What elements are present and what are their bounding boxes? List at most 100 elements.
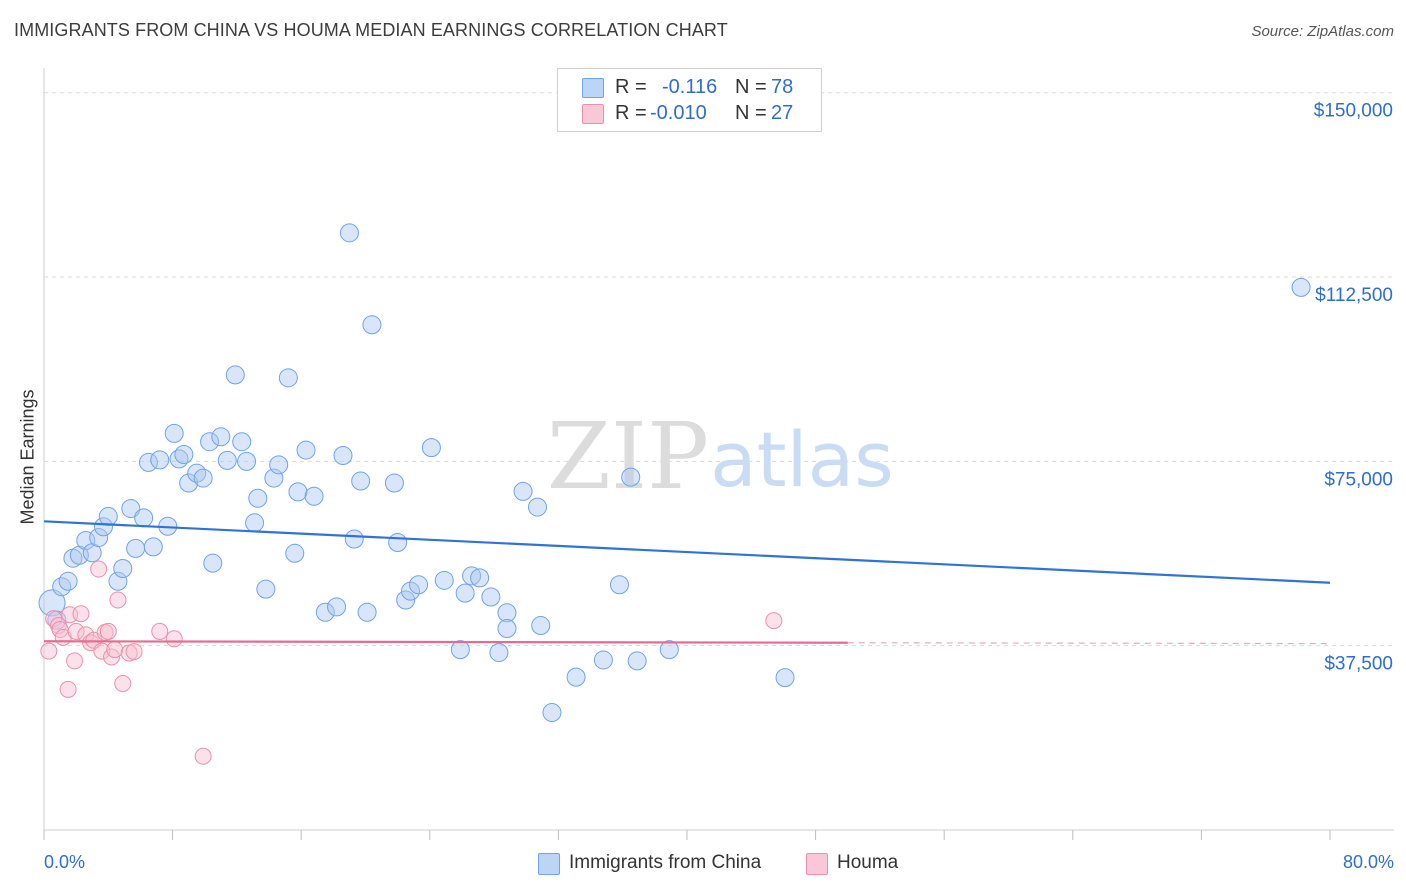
- legend-label-china: Immigrants from China: [569, 852, 762, 873]
- houma-point: [66, 652, 84, 670]
- china-point: [593, 650, 613, 670]
- y-axis-title: Median Earnings: [17, 389, 38, 525]
- correlation-legend: R = -0.116 N = 78 R = -0.010 N = 27: [557, 68, 822, 132]
- china-point: [38, 589, 66, 617]
- chart-source: Source: ZipAtlas.com: [1251, 23, 1394, 40]
- x-tick-label-max: 80.0%: [1342, 852, 1394, 872]
- china-point: [1291, 277, 1311, 297]
- legend-n-label: N =: [735, 102, 767, 124]
- houma-point: [765, 612, 783, 630]
- data-points: [38, 223, 1311, 765]
- watermark: ZIP atlas: [547, 403, 894, 510]
- china-point: [126, 538, 146, 558]
- china-point: [775, 668, 795, 688]
- china-point: [76, 531, 96, 551]
- houma-trend-line: [43, 640, 848, 644]
- china-point: [200, 432, 220, 452]
- chart-title: IMMIGRANTS FROM CHINA VS HOUMA MEDIAN EA…: [14, 20, 728, 40]
- china-point: [138, 452, 158, 472]
- china-point: [150, 450, 170, 470]
- houma-trend-extension: [847, 642, 1331, 645]
- china-point: [225, 365, 245, 385]
- china-point: [481, 587, 501, 607]
- y-tick-labels: $37,500 $75,000 $112,500 $150,000: [1314, 101, 1393, 675]
- china-point: [542, 703, 562, 723]
- china-point: [193, 468, 213, 488]
- china-point: [434, 570, 454, 590]
- china-point: [470, 568, 490, 588]
- x-tick-label-min: 0.0%: [44, 852, 86, 872]
- china-point: [627, 651, 647, 671]
- china-point: [344, 529, 364, 549]
- china-point: [203, 553, 223, 573]
- china-point: [528, 497, 548, 517]
- china-point: [462, 566, 482, 586]
- legend-r-value: -0.116: [662, 76, 718, 98]
- houma-point: [40, 642, 58, 660]
- china-point: [351, 471, 371, 491]
- trend-lines: [43, 520, 1331, 645]
- legend-r-label: R =: [615, 102, 647, 124]
- houma-point: [114, 675, 132, 693]
- china-point: [566, 667, 586, 687]
- watermark-zip: ZIP: [547, 403, 709, 510]
- china-point: [339, 223, 359, 243]
- legend-label-houma: Houma: [837, 852, 899, 873]
- china-point: [384, 473, 404, 493]
- china-point: [108, 571, 128, 591]
- houma-point: [59, 680, 77, 698]
- china-point: [388, 532, 408, 552]
- china-point: [288, 482, 308, 502]
- legend-r-label: R =: [615, 76, 647, 98]
- china-point: [187, 463, 207, 483]
- china-point: [217, 450, 237, 470]
- houma-point: [99, 622, 117, 640]
- houma-point: [90, 560, 108, 578]
- china-point: [659, 640, 679, 660]
- china-point: [174, 444, 194, 464]
- china-point: [232, 432, 252, 452]
- legend-swatch-china: [582, 78, 604, 98]
- china-point: [327, 597, 347, 617]
- houma-point: [194, 747, 212, 765]
- legend-n-value: 78: [771, 76, 794, 98]
- china-point: [609, 575, 629, 595]
- legend-n-label: N =: [735, 76, 767, 98]
- china-point: [396, 590, 416, 610]
- legend-swatch-houma: [582, 104, 604, 124]
- china-point: [362, 315, 382, 335]
- china-point: [450, 640, 470, 660]
- china-point: [58, 571, 78, 591]
- china-point: [455, 583, 475, 603]
- china-point: [164, 423, 184, 443]
- houma-point: [67, 622, 85, 640]
- china-point: [237, 451, 257, 471]
- china-point: [179, 473, 199, 493]
- china-point: [304, 486, 324, 506]
- houma-point: [72, 605, 90, 623]
- china-point: [93, 517, 113, 537]
- china-point: [256, 579, 276, 599]
- china-point: [513, 481, 533, 501]
- china-point: [497, 603, 517, 623]
- china-point: [143, 537, 163, 557]
- china-point: [121, 499, 141, 519]
- watermark-atlas: atlas: [710, 415, 894, 504]
- legend-r-value: -0.010: [650, 102, 707, 124]
- china-trend-line: [43, 520, 1331, 584]
- china-point: [245, 513, 265, 533]
- legend-swatch-china: [538, 853, 560, 875]
- china-point: [278, 368, 298, 388]
- y-tick-label: $150,000: [1314, 101, 1393, 122]
- houma-point: [125, 643, 143, 661]
- china-point: [285, 543, 305, 563]
- china-point: [357, 602, 377, 622]
- china-point: [113, 559, 133, 579]
- china-point: [621, 467, 641, 487]
- axes: [43, 68, 1394, 840]
- china-point: [409, 575, 429, 595]
- china-point: [134, 508, 154, 528]
- china-point: [333, 445, 353, 465]
- y-tick-label: $75,000: [1324, 469, 1393, 490]
